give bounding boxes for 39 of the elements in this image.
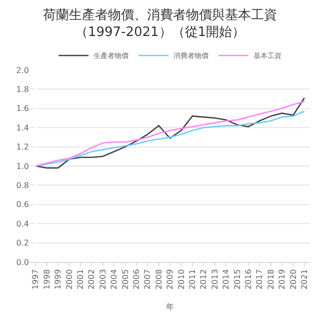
y-tick-label: 1.2 [16,142,29,152]
x-tick-label: 2009 [166,269,175,290]
x-tick-label: 1997 [31,269,40,290]
y-tick-label: 0.2 [16,238,29,248]
x-tick-label: 2017 [255,269,264,290]
y-tick-label: 0.4 [16,219,29,228]
y-tick-label: 0.6 [16,200,29,210]
x-tick-label: 2016 [244,269,253,290]
chart-subtitle: （1997-2021）（從1開始） [74,25,246,40]
x-tick-label: 2007 [143,269,152,290]
y-tick-label: 2.0 [16,66,29,75]
x-tick-label: 1999 [54,269,63,290]
x-tick-label: 2018 [266,269,276,290]
y-tick-label: 0.0 [16,258,29,267]
chart-title: 荷蘭生產者物價、消費者物價與基本工資 [43,8,277,24]
y-tick-label: 1.8 [16,85,29,94]
y-tick-label: 1.6 [16,104,29,114]
y-tick-label: 1.4 [16,123,29,132]
x-tick-label: 2000 [64,269,74,290]
x-tick-label: 1998 [42,269,52,290]
x-axis-title: 年 [166,302,174,312]
x-tick-label: 2004 [110,269,119,290]
x-tick-label: 2001 [76,269,85,290]
x-tick-label: 2003 [98,269,108,290]
x-tick-label: 2008 [154,269,164,290]
y-tick-label: 1.0 [16,162,29,171]
x-tick-label: 2019 [278,269,287,290]
x-tick-label: 2021 [300,269,309,290]
x-tick-label: 2005 [120,269,130,290]
x-tick-label: 2010 [176,269,186,290]
x-tick-label: 2012 [199,269,208,290]
y-tick-label: 0.8 [16,181,29,190]
x-tick-label: 2014 [222,269,231,290]
x-tick-label: 2011 [188,269,197,290]
x-tick-label: 2002 [87,269,96,290]
x-tick-label: 2013 [210,269,220,290]
x-tick-label: 2015 [232,269,242,290]
x-tick-label: 2006 [132,269,141,290]
x-tick-label: 2020 [288,269,298,290]
